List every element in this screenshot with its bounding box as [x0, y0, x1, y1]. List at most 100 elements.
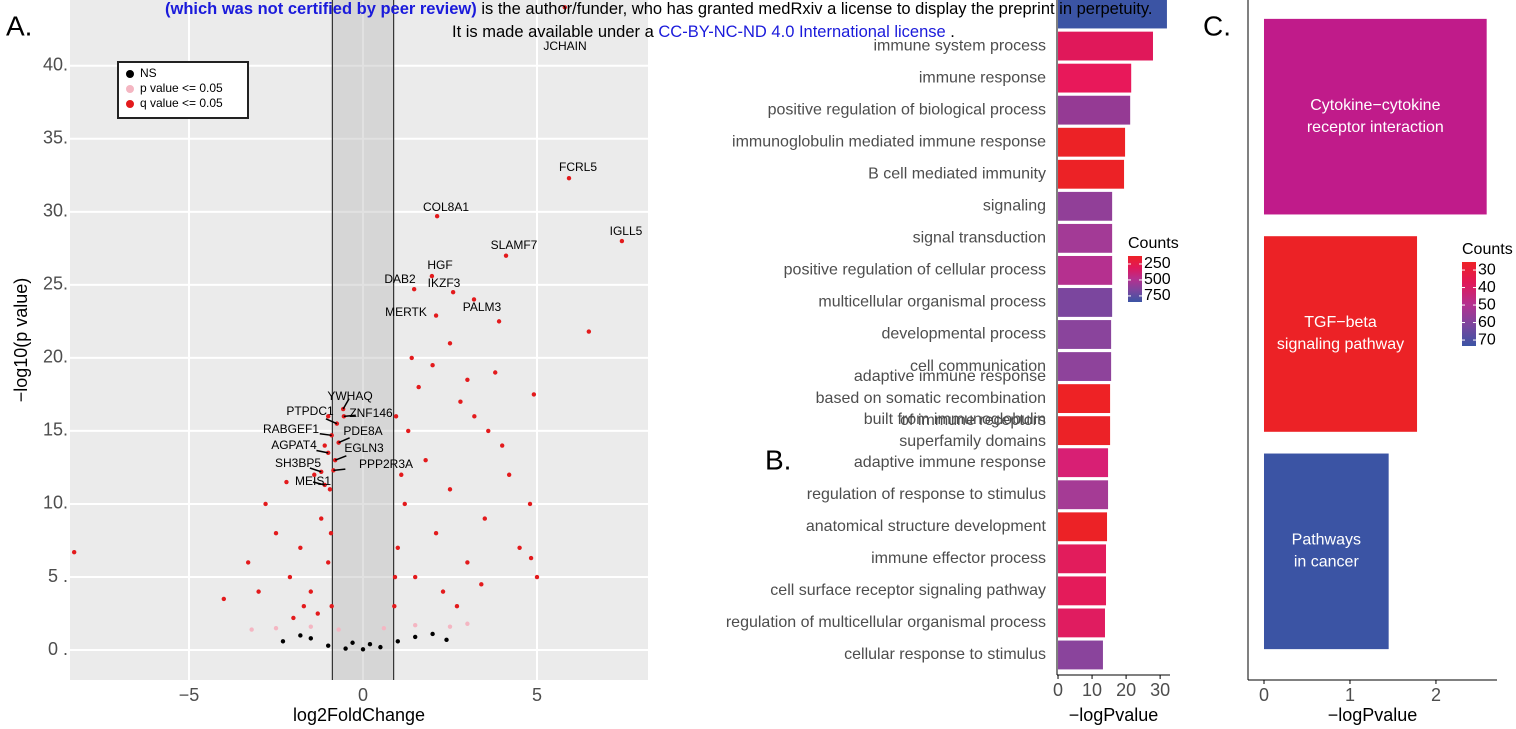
bar-label: receptor interaction: [1307, 119, 1444, 136]
y-tick-label: 35.: [43, 128, 68, 148]
x-tick-label: 5: [532, 685, 542, 705]
data-point: [284, 479, 289, 485]
bar: [1263, 236, 1418, 432]
label-leader: [343, 414, 356, 418]
data-point: [298, 633, 303, 638]
point-label: PPP2R3A: [359, 457, 413, 471]
data-point: [447, 341, 453, 346]
data-point: [287, 574, 293, 580]
label-leader: [334, 455, 347, 461]
label-leader: [333, 468, 346, 472]
data-point: [458, 399, 463, 404]
data-point: [506, 472, 512, 477]
label-leader: [338, 437, 350, 444]
data-point: [71, 549, 77, 555]
data-point: [566, 176, 572, 181]
data-point: [406, 428, 411, 434]
legend-marker: [126, 70, 134, 78]
category-label: cell surface receptor signaling pathway: [770, 582, 1046, 599]
data-point: [273, 530, 279, 536]
data-point: [392, 574, 398, 580]
data-point: [322, 443, 327, 448]
bar-label: in cancer: [1294, 554, 1360, 571]
category-label: positive regulation of cellular process: [784, 262, 1046, 279]
category-label: immune response: [919, 69, 1046, 86]
data-point: [249, 627, 254, 632]
data-point: [326, 560, 331, 565]
data-point: [409, 355, 414, 361]
point-label: AGPAT4: [271, 438, 317, 452]
y-tick-label: 15.: [43, 420, 68, 440]
category-label: anatomical structure development: [806, 518, 1047, 535]
data-point: [312, 472, 317, 477]
data-point: [479, 582, 484, 587]
data-point: [447, 624, 453, 629]
x-tick-label: 0: [358, 685, 368, 705]
y-tick-label: 10.: [43, 493, 68, 513]
bar: [1058, 384, 1111, 414]
colorbar-label: 70: [1478, 331, 1496, 348]
category-label: superfamily domains: [899, 433, 1046, 450]
data-point: [482, 516, 487, 521]
label-leader: [319, 433, 332, 437]
point-label: ZNF146: [349, 406, 393, 420]
data-point: [392, 604, 397, 609]
colorbar-label: 30: [1478, 261, 1496, 278]
legend-label: q value <= 0.05: [140, 96, 223, 110]
legend-label: NS: [140, 66, 157, 80]
point-label: PDE8A: [343, 424, 382, 438]
point-label: PALM3: [463, 300, 502, 314]
point-label: DAB2: [384, 272, 416, 286]
colorbar-label: 50: [1478, 296, 1496, 313]
data-point: [440, 589, 446, 594]
data-point: [350, 640, 355, 645]
bar: [1263, 453, 1389, 650]
data-point: [395, 545, 401, 550]
label-leader: [342, 398, 350, 410]
bar: [1058, 544, 1107, 574]
threshold-band: [332, 0, 394, 680]
data-point: [423, 457, 428, 463]
bar: [1058, 223, 1113, 253]
data-point: [256, 589, 261, 594]
x-tick-label: 2: [1431, 685, 1441, 705]
point-label: SLAMF7: [491, 238, 538, 252]
legend-marker: [126, 100, 134, 108]
y-tick-label: 25.: [43, 274, 68, 294]
bar: [1058, 63, 1132, 93]
label-leader: [309, 467, 322, 473]
data-point: [298, 545, 303, 550]
point-label: JCHAIN: [543, 39, 586, 53]
data-point: [471, 297, 477, 302]
bar: [1058, 448, 1109, 478]
point-label: SH3BP5: [275, 456, 321, 470]
data-point: [412, 574, 418, 580]
point-label: MERTK: [385, 305, 427, 319]
panel-letter: C.: [1203, 10, 1231, 41]
data-point: [434, 213, 440, 219]
panel-letter: B.: [765, 444, 791, 475]
data-point: [393, 414, 399, 419]
data-point: [433, 530, 439, 536]
data-point: [527, 501, 533, 507]
bar: [1058, 0, 1167, 29]
data-point: [429, 273, 435, 279]
data-point: [472, 414, 477, 419]
x-axis-title: −logPvalue: [1328, 705, 1418, 725]
bar-label: Cytokine−cytokine: [1310, 97, 1440, 114]
data-point: [291, 615, 296, 621]
y-tick-label: 30.: [43, 201, 68, 221]
category-label: regulation of multicellular organismal p…: [726, 614, 1046, 631]
data-point: [465, 377, 470, 383]
x-tick-label: 0: [1259, 685, 1269, 705]
data-point: [531, 392, 537, 397]
notice-line: It is made available under a CC-BY-NC-ND…: [452, 23, 955, 41]
data-point: [319, 516, 324, 521]
bar: [1058, 608, 1105, 638]
category-label: cell communication: [910, 358, 1046, 375]
bar: [1058, 127, 1126, 157]
notice-line: (which was not certified by peer review)…: [165, 0, 1152, 18]
bar-label: TGF−beta: [1304, 314, 1377, 331]
colorbar: [1128, 256, 1142, 302]
bar: [1058, 512, 1108, 542]
